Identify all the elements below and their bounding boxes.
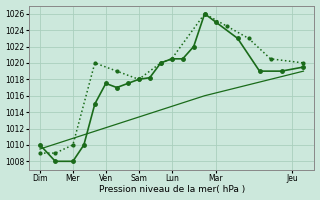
X-axis label: Pression niveau de la mer( hPa ): Pression niveau de la mer( hPa ): [99, 185, 245, 194]
